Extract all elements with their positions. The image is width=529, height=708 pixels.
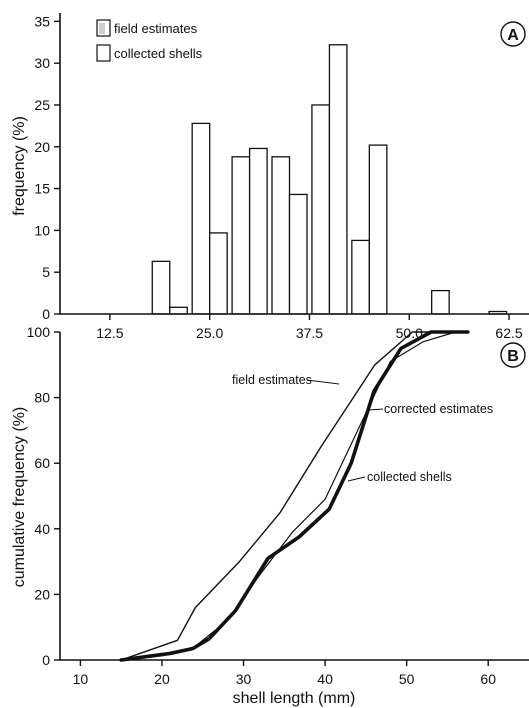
x-tick-label-a-12-5: 12.5 [96, 325, 123, 341]
y-axis-title-b: cumulative frequency (%) [11, 407, 28, 588]
bar-field-estimates-30 [231, 156, 251, 315]
y-axis-title-a: frequency (%) [11, 116, 28, 216]
y-tick-label-b-80: 80 [34, 390, 50, 406]
bar-collected-shells-40 [328, 44, 348, 315]
y-tick-label-a-20: 20 [34, 139, 50, 155]
panel-letter-b-circle [500, 342, 526, 368]
axes-frame-b [59, 332, 529, 661]
annotation-corrected-estimates: corrected estimates [384, 402, 493, 416]
y-tick-label-b-60: 60 [34, 455, 50, 471]
bar-field-estimates-55 [431, 289, 450, 315]
y-tick-label-b-0: 0 [42, 652, 50, 668]
panel-b-cumulative: 0 20 40 60 80 100 10 20 30 40 50 60 field estimate… [11, 324, 529, 707]
bar-field-estimates-45 [351, 239, 370, 315]
y-tick-label-a-30: 30 [34, 55, 50, 71]
y-tick-label-a-10: 10 [34, 222, 50, 238]
legend-swatch-collected-shells [96, 44, 111, 62]
panel-a-histogram: 0 5 10 15 20 25 30 35 12.5 25.0 37.5 50.0 62.5 fiel… [11, 13, 529, 341]
x-tick-label-a-50-0: 50.0 [396, 325, 423, 341]
panel-letter-a-circle [500, 21, 526, 47]
x-axis-title-b: shell length (mm) [233, 690, 356, 707]
legend-label-field-estimates: field estimates [114, 21, 198, 36]
curve-corrected-estimates [119, 330, 470, 662]
annotation-collected-shells: collected shells [367, 470, 452, 484]
x-tick-label-b-10: 10 [73, 671, 89, 687]
y-tick-label-a-0: 0 [42, 306, 50, 322]
panel-letter-a: A [507, 27, 519, 44]
bar-collected-shells-45 [368, 144, 388, 315]
bar-field-estimates-35 [271, 156, 291, 315]
curves-group [119, 330, 470, 662]
x-ticks-a: 12.5 25.0 37.5 50.0 62.5 [96, 314, 523, 341]
legend-label-collected-shells: collected shells [114, 46, 203, 61]
y-tick-label-a-25: 25 [34, 97, 50, 113]
y-tick-label-b-100: 100 [27, 324, 51, 340]
y-ticks-b: 0 20 40 60 80 100 [27, 324, 60, 668]
bar-field-estimates-20 [151, 260, 171, 315]
leader-collected-shells [347, 476, 366, 482]
bar-collected-shells-30 [248, 147, 268, 315]
bar-collected-shells-20 [169, 306, 188, 315]
x-ticks-b: 10 20 30 40 50 60 [73, 660, 496, 687]
x-tick-label-a-62-5: 62.5 [495, 325, 522, 341]
y-ticks-a: 0 5 10 15 20 25 30 35 [34, 13, 60, 322]
bar-collected-shells-25 [209, 232, 228, 315]
leader-corrected-estimates [367, 408, 384, 411]
y-tick-label-b-40: 40 [34, 521, 50, 537]
bar-collected-shells-35 [288, 193, 308, 315]
x-tick-label-b-20: 20 [154, 671, 170, 687]
bar-field-estimates-25 [191, 122, 211, 315]
y-tick-label-a-35: 35 [34, 13, 50, 29]
annotation-field-estimates: field estimates [232, 373, 312, 387]
x-tick-label-b-40: 40 [317, 671, 333, 687]
legend-swatch-shade [99, 23, 105, 34]
leader-field-estimates [306, 379, 340, 385]
axes-frame-a [59, 13, 529, 315]
y-tick-label-a-5: 5 [42, 264, 50, 280]
curve-field-estimates [120, 331, 467, 661]
bars-group [151, 44, 508, 315]
y-tick-label-a-15: 15 [34, 181, 50, 197]
legend-a: field estimates collected shells [96, 19, 203, 62]
panel-letter-b: B [507, 348, 519, 365]
x-tick-label-a-37-5: 37.5 [296, 325, 323, 341]
x-tick-label-b-30: 30 [236, 671, 252, 687]
x-tick-label-b-50: 50 [399, 671, 415, 687]
y-tick-label-b-20: 20 [34, 586, 50, 602]
bar-field-estimates-40 [311, 104, 331, 315]
x-tick-label-a-25-0: 25.0 [196, 325, 223, 341]
curve-collected-shells [120, 331, 467, 661]
x-tick-label-b-60: 60 [480, 671, 496, 687]
